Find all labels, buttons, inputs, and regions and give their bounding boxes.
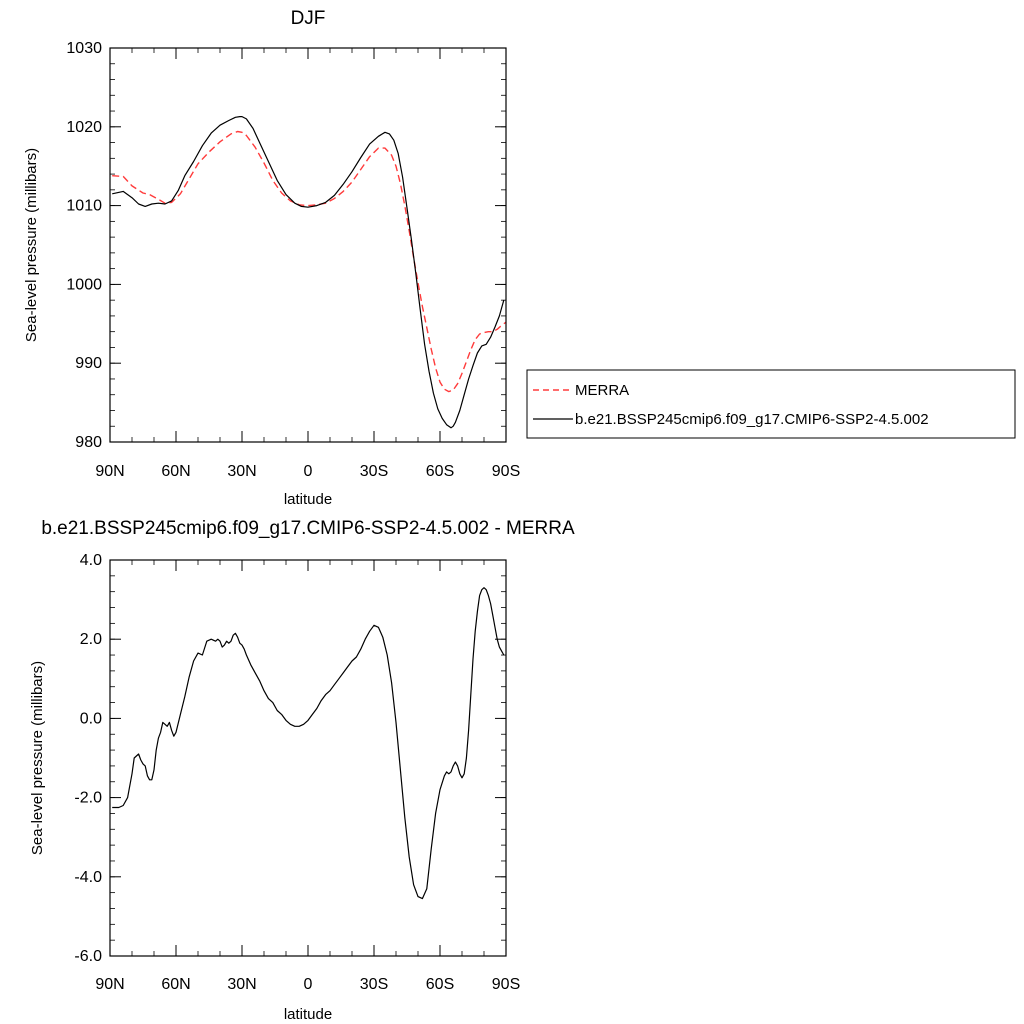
- x-tick-labels: 90N 60N 30N 0 30S 60S 90S: [95, 463, 520, 480]
- y-tick-label: 4.0: [80, 552, 102, 569]
- x-tick-label: 60N: [161, 976, 190, 993]
- y-tick-label: 1010: [66, 198, 102, 215]
- y-tick-label: -6.0: [74, 948, 102, 965]
- x-tick-label: 90S: [492, 976, 520, 993]
- legend-label-model: b.e21.BSSP245cmip6.f09_g17.CMIP6-SSP2-4.…: [575, 411, 929, 428]
- legend: MERRA b.e21.BSSP245cmip6.f09_g17.CMIP6-S…: [526, 369, 1016, 439]
- x-tick-labels: 90N 60N 30N 0 30S 60S 90S: [95, 976, 520, 993]
- plot-frame: [109, 47, 507, 443]
- panel-djf-chart: DJF 980 990 1000 1010 1020 1030 90N 60N 30N 0 30S…: [23, 8, 1016, 508]
- y-axis-label: Sea-level pressure (millibars): [29, 661, 46, 855]
- x-axis-label: latitude: [284, 1006, 332, 1023]
- y-axis-label: Sea-level pressure (millibars): [23, 148, 40, 342]
- x-tick-label: 30S: [360, 976, 388, 993]
- y-tick-label: 1020: [66, 119, 102, 136]
- y-tick-label: 1030: [66, 40, 102, 57]
- chart-title: DJF: [291, 8, 326, 29]
- x-tick-label: 90N: [95, 463, 124, 480]
- x-tick-label: 0: [304, 463, 313, 480]
- series-line-merra: [112, 130, 507, 393]
- plot-frame: [109, 559, 507, 957]
- x-tick-label: 30N: [227, 463, 256, 480]
- series-group: [112, 116, 507, 429]
- panel-difference-chart: b.e21.BSSP245cmip6.f09_g17.CMIP6-SSP2-4.…: [29, 518, 575, 1023]
- y-tick-label: 990: [75, 355, 102, 372]
- x-axis-label: latitude: [284, 491, 332, 508]
- chart-title: b.e21.BSSP245cmip6.f09_g17.CMIP6-SSP2-4.…: [41, 518, 575, 539]
- x-tick-label: 60N: [161, 463, 190, 480]
- y-tick-label: 1000: [66, 276, 102, 293]
- y-tick-labels: -6.0 -4.0 -2.0 0.0 2.0 4.0: [74, 552, 102, 965]
- x-tick-label: 0: [304, 976, 313, 993]
- axis-ticks: [109, 559, 507, 957]
- series-line-model: [112, 116, 505, 429]
- x-tick-label: 30N: [227, 976, 256, 993]
- legend-label-merra: MERRA: [575, 382, 629, 399]
- x-tick-label: 90N: [95, 976, 124, 993]
- series-line-difference: [112, 587, 505, 900]
- y-tick-label: 980: [75, 434, 102, 451]
- series-group: [112, 587, 505, 900]
- y-tick-label: -2.0: [74, 790, 102, 807]
- x-tick-label: 30S: [360, 463, 388, 480]
- y-tick-label: -4.0: [74, 869, 102, 886]
- y-tick-label: 0.0: [80, 710, 102, 727]
- legend-box: [526, 369, 1016, 439]
- x-tick-label: 60S: [426, 463, 454, 480]
- x-tick-label: 60S: [426, 976, 454, 993]
- y-tick-labels: 980 990 1000 1010 1020 1030: [66, 40, 102, 451]
- y-tick-label: 2.0: [80, 631, 102, 648]
- axis-ticks: [109, 47, 507, 443]
- x-tick-label: 90S: [492, 463, 520, 480]
